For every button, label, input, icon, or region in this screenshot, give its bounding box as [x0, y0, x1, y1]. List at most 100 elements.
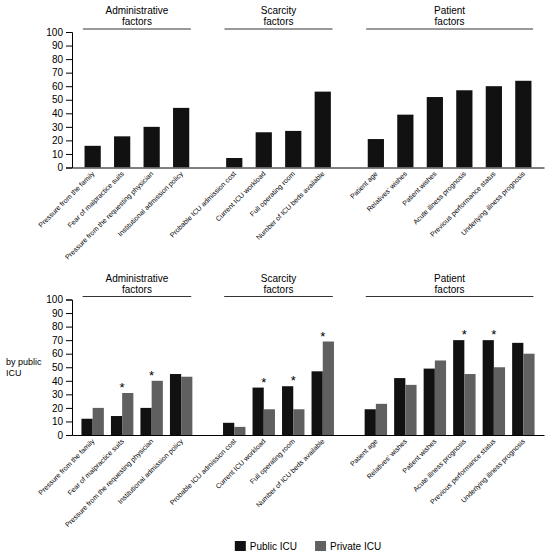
annotation: * — [320, 329, 325, 344]
x-axis-line — [73, 168, 545, 169]
legend-label: Private ICU — [330, 541, 381, 552]
y-tick-label: 10 — [52, 149, 64, 160]
group-label: Patientfactors — [434, 273, 465, 295]
y-tick-mark — [66, 381, 72, 382]
y-tick: 10 — [52, 149, 72, 160]
x-tick: Number of ICU beds available — [255, 168, 326, 241]
y-tick-mark — [66, 327, 72, 328]
bar — [226, 158, 242, 167]
annotation: * — [149, 368, 154, 383]
x-tick: Relatives' wishes — [366, 168, 409, 213]
y-tick-label: 50 — [52, 94, 64, 105]
bar — [93, 408, 104, 435]
bar — [152, 381, 163, 435]
x-tick: Underlying illness prognosis — [460, 168, 528, 238]
y-axis: 0102030405060708090100 — [46, 294, 72, 441]
y-tick: 60 — [52, 348, 72, 359]
y-tick: 90 — [52, 40, 72, 51]
y-tick-label: 40 — [52, 108, 64, 119]
x-tick: Patient age — [349, 168, 380, 201]
x-tick-label: Patient age — [349, 170, 380, 201]
bar — [170, 374, 181, 435]
bar — [256, 132, 272, 167]
y-tick: 50 — [52, 362, 72, 373]
x-tick: Acute illness prognosis — [412, 168, 469, 227]
y-tick: 50 — [52, 94, 72, 105]
bar — [181, 377, 192, 435]
annotation: * — [291, 373, 296, 388]
y-tick-mark — [66, 340, 72, 341]
groups: Administrativefactors Scarcityfactors Pati… — [83, 273, 534, 297]
bar — [368, 139, 384, 167]
x-tick-label: Current ICU workload — [214, 437, 267, 490]
y-tick-mark — [66, 59, 72, 60]
panel: 0102030405060708090100Pressure from the … — [37, 5, 545, 261]
legend-item: Public ICU — [235, 541, 297, 552]
y-tick-mark — [66, 127, 72, 128]
y-tick: 0 — [57, 430, 72, 441]
legend-swatch — [235, 541, 246, 551]
bar — [405, 385, 416, 435]
y-tick-mark — [66, 140, 72, 141]
y-tick: 100 — [46, 294, 72, 305]
y-tick-mark — [66, 32, 72, 33]
y-tick-label: 60 — [52, 81, 64, 92]
y-tick-mark — [66, 394, 72, 395]
legend-swatch — [315, 541, 326, 551]
bar — [85, 146, 101, 168]
x-tick: Probable ICU admission cost — [168, 168, 237, 239]
group-bracket — [366, 296, 534, 297]
bar — [293, 409, 304, 435]
y-tick-mark — [66, 367, 72, 368]
x-tick-label: Number of ICU beds available — [255, 170, 326, 241]
y-tick-mark — [66, 46, 72, 47]
y-axis-line — [66, 300, 73, 436]
y-tick-mark — [66, 421, 72, 422]
bar — [523, 354, 534, 435]
y-tick-mark — [66, 354, 72, 355]
x-tick: Pressure from the family — [37, 435, 97, 497]
x-tick: Acute illness prognosis — [412, 435, 469, 494]
y-tick: 20 — [52, 403, 72, 414]
y-tick: 30 — [52, 389, 72, 400]
bar — [456, 90, 472, 167]
bar — [397, 115, 413, 168]
y-tick-label: 70 — [52, 67, 64, 78]
bar — [140, 408, 151, 435]
x-tick-label: Fear of malpractice suits — [66, 170, 126, 230]
x-tick: Relatives' wishes — [366, 435, 409, 480]
bar — [234, 427, 245, 435]
bar — [111, 416, 122, 435]
group-label: Administrativefactors — [105, 273, 168, 295]
y-axis-title: by publicICU — [6, 357, 42, 378]
group-label: Patientfactors — [434, 5, 465, 27]
y-tick-mark — [66, 154, 72, 155]
x-tick-label: Number of ICU beds available — [255, 437, 326, 508]
bar — [315, 92, 331, 168]
bar — [435, 360, 446, 435]
annotation: * — [120, 380, 125, 395]
bar — [285, 131, 301, 168]
y-tick: 40 — [52, 376, 72, 387]
bar — [144, 127, 160, 168]
legend-item: Private ICU — [315, 541, 381, 552]
y-tick-label: 50 — [52, 362, 64, 373]
x-tick: Current ICU workload — [214, 168, 267, 223]
y-tick-label: 30 — [52, 389, 64, 400]
y-tick-mark — [66, 313, 72, 314]
x-tick: Patient age — [349, 435, 380, 468]
group-label: Scarcityfactors — [261, 273, 297, 295]
y-tick-label: 10 — [52, 416, 64, 427]
x-tick: Underlying illness prognosis — [460, 435, 528, 505]
group-bracket — [225, 29, 333, 30]
bar — [365, 409, 376, 435]
y-tick: 60 — [52, 81, 72, 92]
x-tick-label: Pressure from the family — [37, 437, 97, 497]
group-bracket — [83, 29, 191, 30]
y-tick: 0 — [57, 162, 72, 173]
y-tick-mark — [66, 168, 72, 169]
y-tick-label: 90 — [52, 308, 64, 319]
y-tick-mark — [66, 73, 72, 74]
group-bracket — [83, 296, 192, 297]
y-tick-label: 0 — [57, 162, 63, 173]
